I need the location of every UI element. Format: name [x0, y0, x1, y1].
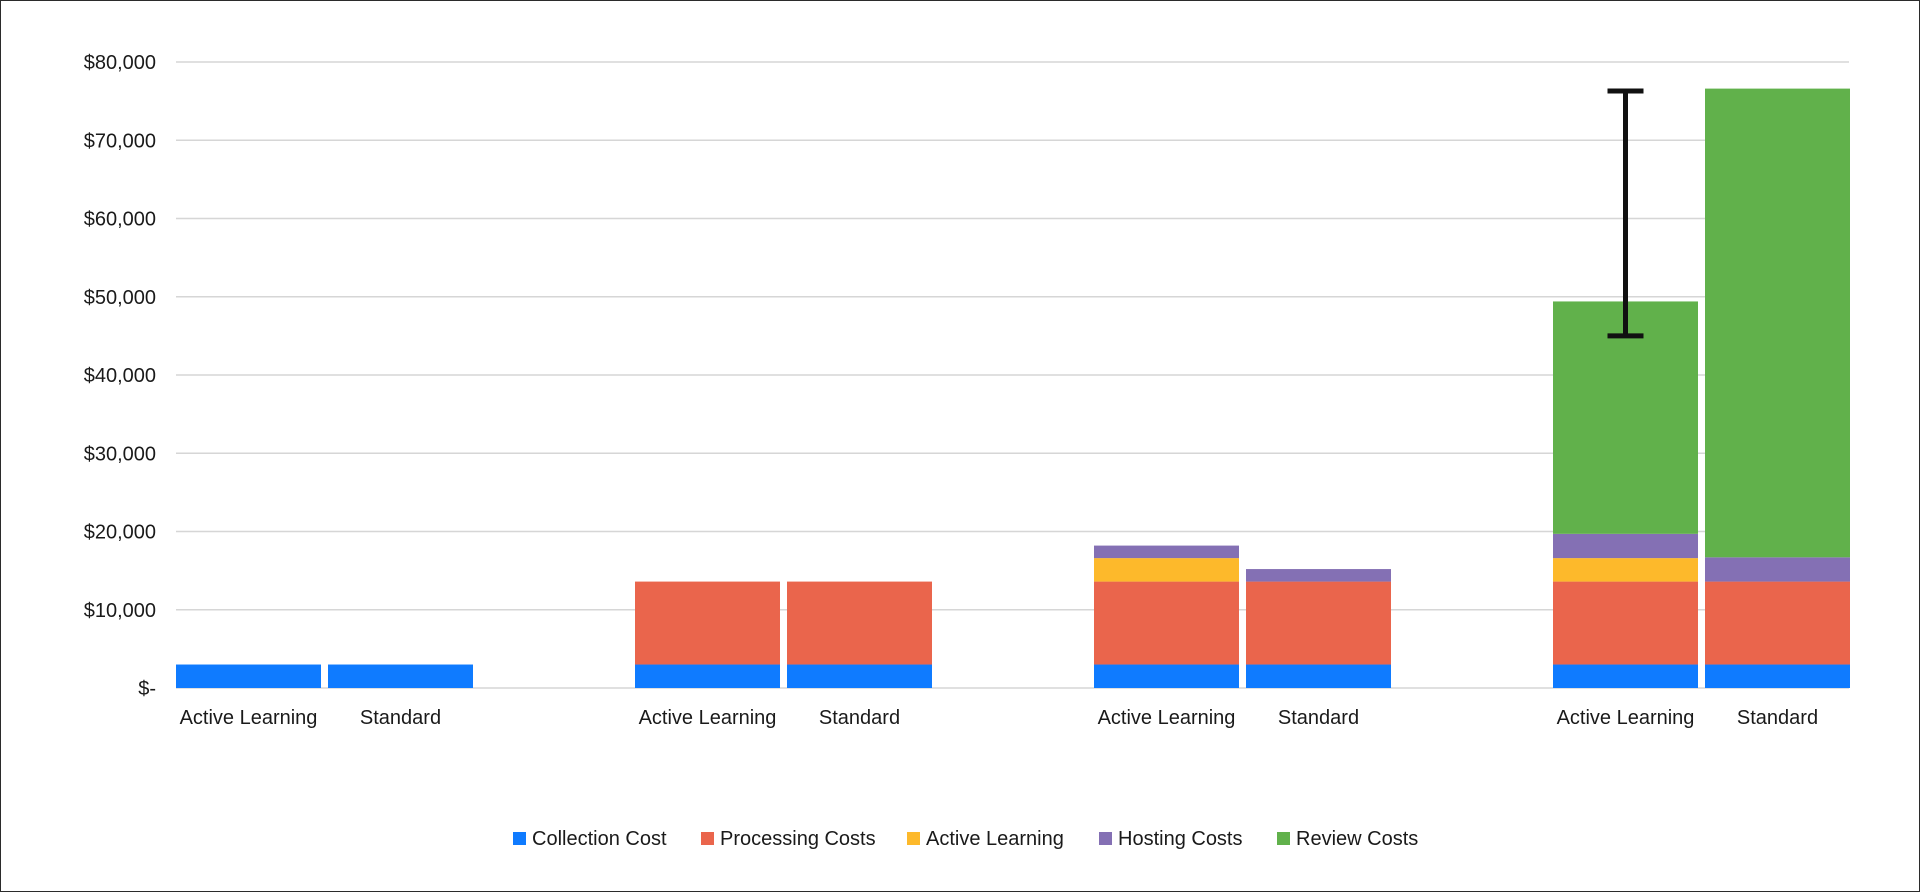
bar-segment	[1246, 581, 1391, 665]
bar-segment	[1553, 581, 1698, 665]
bar-segment	[328, 664, 473, 688]
error-bar-group	[1607, 88, 1644, 339]
bar-segment	[1094, 581, 1239, 665]
bar-segment	[1705, 664, 1850, 688]
x-category-label: Standard	[1737, 707, 1818, 729]
x-category-label: Standard	[819, 707, 900, 729]
bar-segment	[1553, 533, 1698, 559]
legend-item: Collection Cost	[513, 828, 667, 850]
bar-segment	[635, 664, 780, 688]
y-tick-label: $60,000	[84, 209, 156, 231]
y-tick-label: $50,000	[84, 287, 156, 309]
x-category-label: Active Learning	[180, 707, 318, 729]
legend-label: Hosting Costs	[1118, 828, 1243, 850]
legend-swatch	[907, 832, 920, 845]
x-category-label: Standard	[1278, 707, 1359, 729]
bars	[176, 88, 1850, 688]
y-tick-label: $70,000	[84, 130, 156, 152]
legend-label: Review Costs	[1296, 828, 1418, 850]
bar-segment	[635, 581, 780, 665]
bar-segment	[1553, 301, 1698, 534]
y-tick-label: $30,000	[84, 443, 156, 465]
legend-item: Hosting Costs	[1099, 828, 1243, 850]
legend-swatch	[513, 832, 526, 845]
y-axis-tick-labels: $- $10,000 $20,000 $30,000 $40,000 $50,000 $60…	[84, 52, 156, 700]
bar-segment	[1094, 664, 1239, 688]
bar-segment	[1246, 569, 1391, 582]
bar-segment	[1246, 664, 1391, 688]
bar-segment	[1705, 557, 1850, 582]
y-tick-label: $40,000	[84, 365, 156, 387]
y-tick-label: $20,000	[84, 522, 156, 544]
bar-segment	[1094, 545, 1239, 559]
bar-segment	[176, 664, 321, 688]
y-tick-label: $-	[138, 678, 156, 700]
bar-segment	[787, 664, 932, 688]
gridlines	[176, 61, 1849, 689]
x-category-label: Active Learning	[1557, 707, 1695, 729]
y-tick-label: $80,000	[84, 52, 156, 74]
legend-label: Processing Costs	[720, 828, 876, 850]
x-category-label: Active Learning	[1098, 707, 1236, 729]
legend-swatch	[1277, 832, 1290, 845]
bar-segment	[1705, 581, 1850, 665]
x-axis-category-labels: Active Learning Standard Active Learning St…	[180, 707, 1819, 729]
x-category-label: Standard	[360, 707, 441, 729]
legend-swatch	[701, 832, 714, 845]
bar-segment	[787, 581, 932, 665]
legend-item: Processing Costs	[701, 828, 876, 850]
legend-swatch	[1099, 832, 1112, 845]
bar-segment	[1705, 88, 1850, 558]
legend-item: Review Costs	[1277, 828, 1418, 850]
bar-segment	[1553, 558, 1698, 582]
legend-item: Active Learning	[907, 828, 1064, 850]
legend-label: Collection Cost	[532, 828, 667, 850]
y-tick-label: $10,000	[84, 600, 156, 622]
legend: Collection Cost Processing Costs Active Le…	[513, 828, 1418, 850]
legend-label: Active Learning	[926, 828, 1064, 850]
x-category-label: Active Learning	[639, 707, 777, 729]
bar-segment	[1094, 558, 1239, 582]
bar-segment	[1553, 664, 1698, 688]
